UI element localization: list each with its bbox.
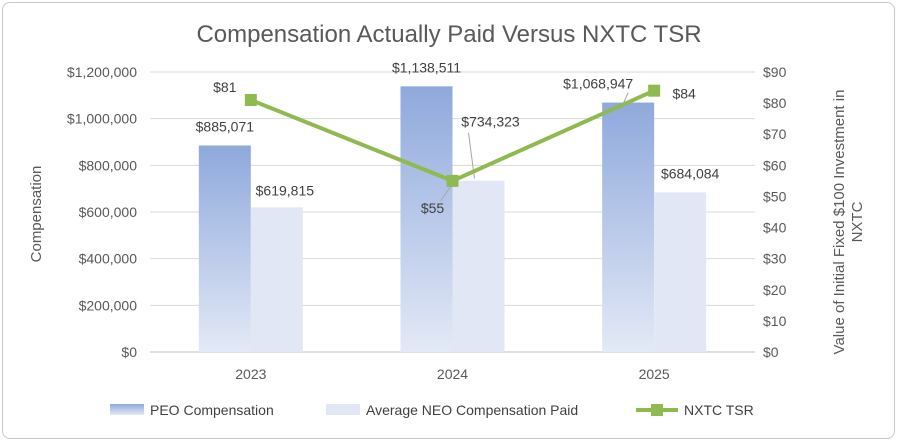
y-tick-label: $200,000 — [79, 297, 138, 313]
y-tick-label: $800,000 — [79, 157, 138, 173]
legend-label-neo: Average NEO Compensation Paid — [366, 402, 578, 418]
y2-axis-title-line-1: Value of Initial Fixed $100 Investment i… — [831, 90, 848, 355]
x-axis-ticks: 2023 2024 2025 — [235, 366, 670, 382]
y2-tick-label: $90 — [763, 64, 787, 80]
label-tsr-2023: $81 — [213, 79, 237, 95]
y2-tick-label: $0 — [763, 344, 779, 360]
y2-tick-label: $30 — [763, 251, 787, 267]
y2-tick-label: $40 — [763, 220, 787, 236]
label-tsr-2024: $55 — [421, 200, 445, 216]
tsr-marker-2023 — [244, 94, 257, 106]
tsr-line — [244, 84, 661, 187]
bar-neo-2025 — [654, 192, 707, 352]
label-tsr-2025: $84 — [672, 86, 696, 102]
label-neo-2025: $684,084 — [661, 165, 720, 181]
tsr-marker-2025 — [648, 84, 661, 97]
x-tick-label: 2025 — [639, 366, 670, 382]
leader-peo-2025 — [619, 92, 629, 111]
legend-marker-tsr — [651, 404, 663, 416]
x-tick-label: 2023 — [235, 366, 266, 382]
label-peo-2025: $1,068,947 — [563, 76, 633, 92]
bars — [198, 86, 707, 352]
bar-peo-2025 — [602, 102, 655, 352]
left-axis-ticks: $0 $200,000 $400,000 $600,000 $800,000 $1,000… — [67, 64, 137, 360]
leader-tsr-2024 — [440, 186, 451, 202]
x-tick-label: 2024 — [437, 366, 468, 382]
data-labels: $885,071 $619,815 $1,138,511 $734,323 $1,068… — [196, 59, 720, 216]
y-tick-label: $1,200,000 — [67, 64, 137, 80]
legend-label-peo: PEO Compensation — [150, 402, 274, 418]
y2-tick-label: $50 — [763, 188, 787, 204]
y-tick-label: $1,000,000 — [67, 111, 137, 127]
chart-title: Compensation Actually Paid Versus NXTC T… — [196, 21, 701, 48]
bar-neo-2023 — [250, 207, 303, 352]
y2-tick-label: $80 — [763, 95, 787, 111]
label-peo-2023: $885,071 — [196, 118, 255, 134]
y2-tick-label: $70 — [763, 126, 787, 142]
legend: PEO Compensation Average NEO Compensation… — [110, 402, 754, 418]
y-tick-label: $600,000 — [79, 204, 138, 220]
right-axis-ticks: $0 $10 $20 $30 $40 $50 $60 $70 $80 $90 — [763, 64, 787, 360]
y2-axis-title-line-2: NXTC — [849, 201, 866, 242]
label-neo-2023: $619,815 — [256, 182, 315, 198]
y2-tick-label: $20 — [763, 282, 787, 298]
legend-swatch-peo — [110, 404, 144, 415]
bar-neo-2024 — [452, 180, 505, 352]
y-tick-label: $0 — [121, 344, 137, 360]
tsr-marker-2024 — [446, 174, 459, 187]
bar-peo-2024 — [400, 86, 453, 352]
y2-tick-label: $10 — [763, 313, 787, 329]
legend-swatch-neo — [326, 404, 360, 415]
legend-label-tsr: NXTC TSR — [684, 402, 754, 418]
label-peo-2024: $1,138,511 — [392, 59, 461, 75]
y2-tick-label: $60 — [763, 157, 787, 173]
y-axis-title: Compensation — [28, 166, 45, 263]
label-neo-2024: $734,323 — [461, 114, 520, 130]
bar-peo-2023 — [198, 145, 251, 352]
y-tick-label: $400,000 — [79, 251, 138, 267]
